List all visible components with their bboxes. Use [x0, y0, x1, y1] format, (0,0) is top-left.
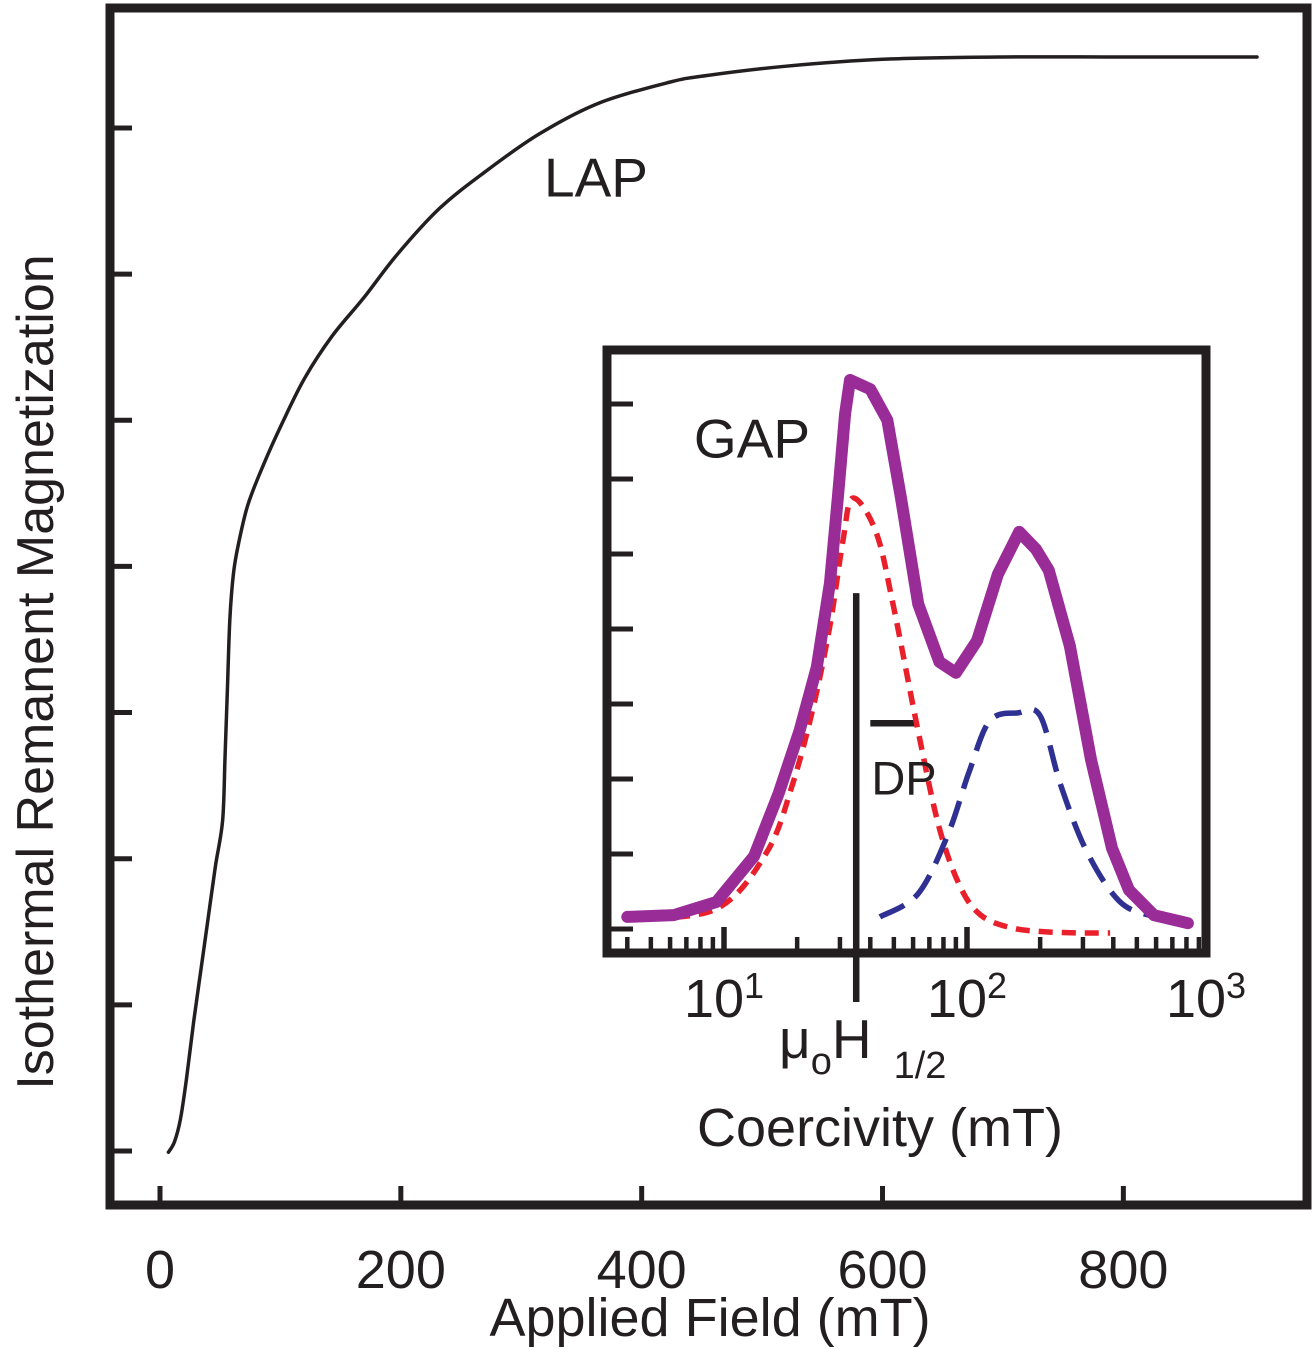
- inset-x-axis-label: Coercivity (mT): [697, 1098, 1063, 1158]
- lap-curve: [166, 55, 1259, 1154]
- inset-x-tick-base-1: 10: [926, 969, 988, 1029]
- inset-x-tick-label-2: 103: [1165, 965, 1247, 1029]
- main-x-tick-label-2: 400: [596, 1240, 687, 1300]
- inset-x-tick-exponent-0: 1: [744, 965, 765, 1006]
- gap-inset-title: GAP: [693, 407, 811, 470]
- inset-x-tick-label-0: 101: [683, 965, 765, 1029]
- lap-curve-label: LAP: [544, 146, 648, 209]
- main-x-tick-label-3: 600: [837, 1240, 928, 1300]
- h-half-subscript: 1/2: [893, 1045, 947, 1087]
- gap-soft-component-curve: [629, 495, 1111, 936]
- gap-hard-component-curve: [878, 706, 1192, 928]
- main-x-axis-label: Applied Field (mT): [489, 1288, 931, 1348]
- gap-total-curve: [621, 374, 1194, 930]
- inset-plot-frame: [602, 345, 1211, 958]
- dp-annotation-label: DP: [871, 751, 937, 805]
- inset-x-tick-exponent-2: 3: [1226, 965, 1247, 1006]
- main-x-tick-label-0: 0: [144, 1240, 176, 1300]
- main-x-tick-label-4: 800: [1078, 1240, 1169, 1300]
- inset-x-tick-base-0: 10: [683, 969, 745, 1029]
- inset-x-tick-base-2: 10: [1165, 969, 1227, 1029]
- inset-x-tick-label-1: 102: [926, 965, 1008, 1029]
- main-x-tick-label-1: 200: [355, 1240, 446, 1300]
- mu-subscript: o: [810, 1041, 832, 1083]
- inset-x-tick-exponent-1: 2: [987, 965, 1008, 1006]
- h-half-annotation-label: μoH 1/2: [779, 1012, 946, 1086]
- h-symbol: H: [831, 1008, 872, 1070]
- main-plot-frame: [105, 3, 1312, 1210]
- main-y-axis-label: Isothermal Remanent Magnetization: [7, 254, 65, 1090]
- mu-symbol: μ: [779, 1008, 811, 1070]
